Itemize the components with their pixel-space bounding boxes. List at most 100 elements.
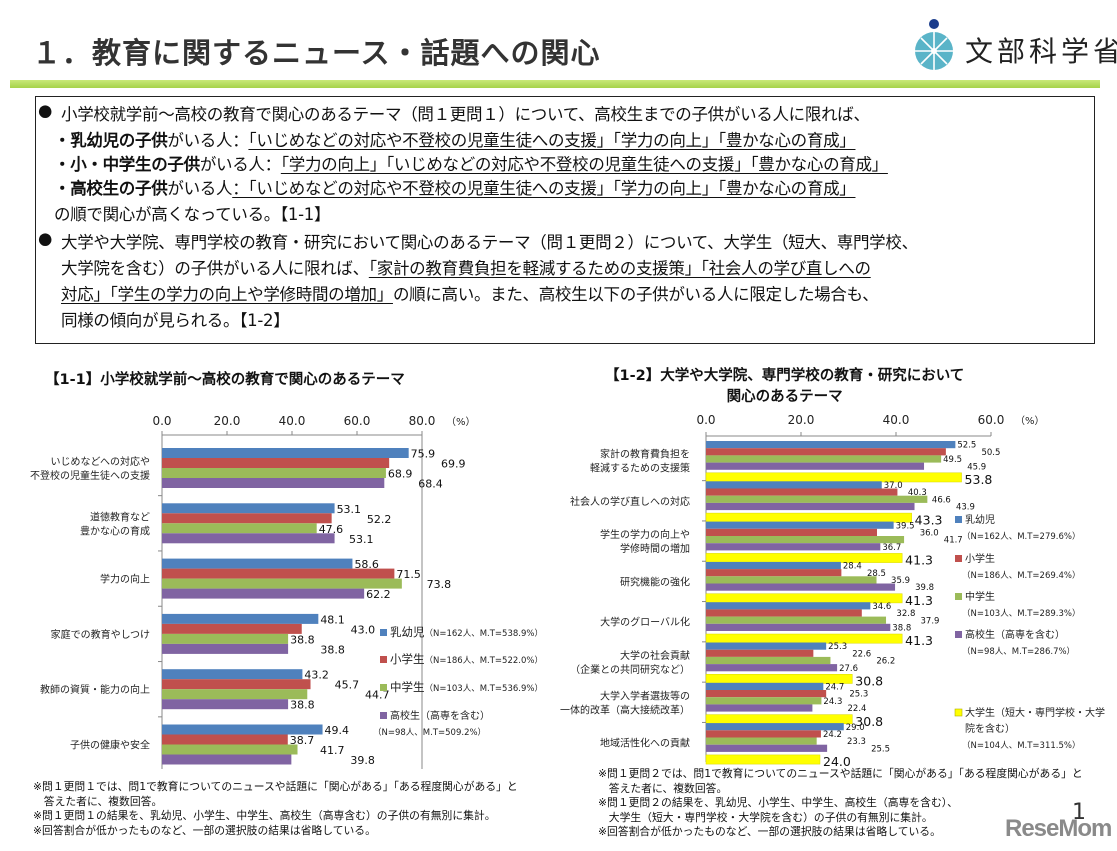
data-label: 36.0: [920, 529, 939, 539]
legend-label: 大学生（短大・専門学校・大学院を含む）: [965, 706, 1105, 735]
summary-line: 大学や大学院、専門学校の教育・研究において関心のあるテーマ（問１更問２）について…: [61, 229, 918, 253]
summary-text: の順で関心が高くなっている。【1-1】: [54, 205, 331, 224]
data-label: 37.0: [884, 481, 903, 491]
bar: [705, 472, 962, 483]
legend-label: 高校生（高専を含む）: [390, 709, 490, 722]
data-label: 41.7: [320, 744, 345, 757]
legend-swatch-icon: [380, 712, 387, 719]
bar: [706, 481, 882, 489]
category-label: 教師の資質・能力の向上: [40, 683, 150, 696]
bar: [705, 553, 903, 563]
summary-text: 大学院を含む）の子供がいる人に限れば、: [61, 259, 369, 278]
data-label: 46.6: [932, 495, 951, 505]
bar: [706, 528, 877, 536]
bar: [162, 724, 323, 735]
data-label: 43.9: [956, 503, 975, 513]
data-label: 45.9: [967, 462, 986, 472]
summary-text: 同様の傾向が見られる。【1-2】: [61, 311, 290, 330]
legend-detail: （N=186人、M.T=269.4%）: [962, 570, 1080, 581]
data-label: 38.8: [290, 633, 315, 646]
bar: [162, 578, 402, 589]
legend-swatch-icon: [380, 656, 387, 663]
footnote: 答えた者に、複数回答。: [598, 781, 728, 795]
legend-label: 高校生（高専を含む）: [965, 628, 1065, 641]
bar: [706, 690, 827, 698]
x-tick-label: 60.0: [344, 414, 371, 428]
summary-text: 「いじめなどの対応や不登校の児童生徒への支援」「学力の向上」「豊かな心の育成」: [248, 131, 856, 150]
summary-line: 大学院を含む）の子供がいる人に限れば、「家計の教育費負担を軽減するための支援策」…: [61, 255, 871, 279]
legend-label: 小学生: [965, 552, 995, 565]
bar: [162, 588, 365, 599]
data-label: 71.5: [396, 568, 421, 581]
data-label: 36.7: [882, 543, 901, 553]
legend-label: 中学生: [965, 590, 995, 603]
summary-line: ・小・中学生の子供がいる人：「学力の向上」「いじめなどの対応や不登校の児童生徒へ…: [54, 151, 888, 175]
chart2-title: 【1-2】大学や大学院、専門学校の教育・研究において 関心のあるテーマ: [605, 368, 965, 405]
bar: [162, 699, 289, 710]
bar: [162, 623, 302, 634]
bar: [706, 495, 928, 503]
chart1-notes: ※問１更問１では、問1で教育についてのニュースや話題に「関心がある」「ある程度関…: [33, 780, 518, 838]
footnote: ※問１更問１では、問1で教育についてのニュースや話題に「関心がある」「ある程度関…: [33, 780, 518, 793]
bar: [162, 689, 308, 700]
data-label: 32.8: [896, 609, 915, 619]
data-label: 29.0: [846, 723, 865, 733]
data-label: 39.8: [915, 583, 934, 593]
legend-swatch-icon: [380, 684, 387, 691]
legend-label: 乳幼児（N=162人、M.T=538.9%）: [390, 625, 543, 639]
data-label: 28.5: [867, 569, 886, 579]
data-label: 25.3: [828, 642, 847, 652]
bar: [162, 478, 385, 488]
bar: [162, 744, 298, 755]
data-label: 53.1: [337, 503, 362, 516]
x-tick-label: 40.0: [883, 413, 910, 427]
page-title: １．教育に関するニュース・話題への関心: [32, 36, 601, 70]
bar: [706, 455, 942, 463]
category-label: 学力の向上: [100, 573, 150, 586]
chart1-title: 【1-1】小学校就学前～高校の教育で関心のあるテーマ: [45, 372, 405, 388]
bar: [706, 623, 891, 631]
legend-label: 中学生（N=103人、M.T=536.9%）: [390, 680, 543, 694]
summary-text: がいる人：: [167, 131, 249, 150]
summary-text: 「家計の教育費負担を軽減するための支援策」「社会人の学び直しへの: [368, 259, 871, 278]
summary-text: ：「いじめなどの対応や不登校の児童生徒への支援」「学力の向上」「豊かな心の育成」: [232, 179, 856, 198]
category-label: 大学入学者選抜等の一体的改革（高大接続改革）: [560, 689, 690, 716]
x-tick-label: 0.0: [152, 414, 171, 428]
bar: [706, 664, 838, 672]
legend-swatch-icon: [954, 708, 963, 717]
bar: [705, 714, 853, 725]
data-label: 41.3: [905, 593, 933, 608]
bar: [162, 523, 317, 534]
data-label: 53.8: [965, 472, 993, 487]
legend-swatch-icon: [380, 629, 387, 636]
bar: [162, 513, 332, 524]
bar: [162, 458, 390, 468]
data-label: 68.9: [388, 468, 413, 481]
category-label: 学生の学力の向上や学修時間の増加: [600, 528, 690, 555]
category-label: 地域活性化への貢献: [600, 737, 690, 750]
bar: [705, 633, 903, 644]
x-tick-label: 0.0: [696, 413, 715, 427]
legend-detail: （N=104人、M.T=311.5%）: [962, 740, 1080, 751]
legend-detail: （N=98人、M.T=509.2%）: [373, 727, 486, 738]
footnote: ※回答割合が低かったものなど、一部の選択肢の結果は省略している。: [33, 823, 376, 837]
data-label: 58.6: [354, 558, 379, 571]
summary-text: がいる人: [167, 179, 233, 198]
data-label: 40.3: [908, 488, 927, 498]
summary-text: ・高校生の子供: [54, 179, 168, 198]
data-label: 27.6: [839, 664, 858, 674]
data-label: 44.7: [365, 689, 390, 702]
summary-line: 対応」「学生の学力の向上や学修時間の増加」の順に高い。また、高校生以下の子供がい…: [61, 281, 879, 305]
data-label: 41.7: [944, 536, 963, 546]
summary-line: の順で関心が高くなっている。【1-1】: [54, 201, 330, 225]
summary-line: ・高校生の子供がいる人：「いじめなどの対応や不登校の児童生徒への支援」「学力の向…: [54, 175, 856, 199]
summary-text: 「学力の向上」「いじめなどの対応や不登校の児童生徒への支援」「豊かな心の育成」: [280, 155, 888, 174]
category-label: 社会人の学び直しへの対応: [570, 495, 690, 508]
bar: [705, 512, 912, 523]
x-tick-label: 20.0: [214, 414, 241, 428]
footnote: ※問１更問１の結果を、乳幼児、小学生、中学生、高校生（高専含む）の子供の有無別に…: [33, 809, 496, 822]
category-label: 家計の教育費負担を軽減するための支援策: [590, 448, 690, 475]
bar: [162, 568, 395, 579]
data-label: 38.8: [320, 643, 345, 656]
